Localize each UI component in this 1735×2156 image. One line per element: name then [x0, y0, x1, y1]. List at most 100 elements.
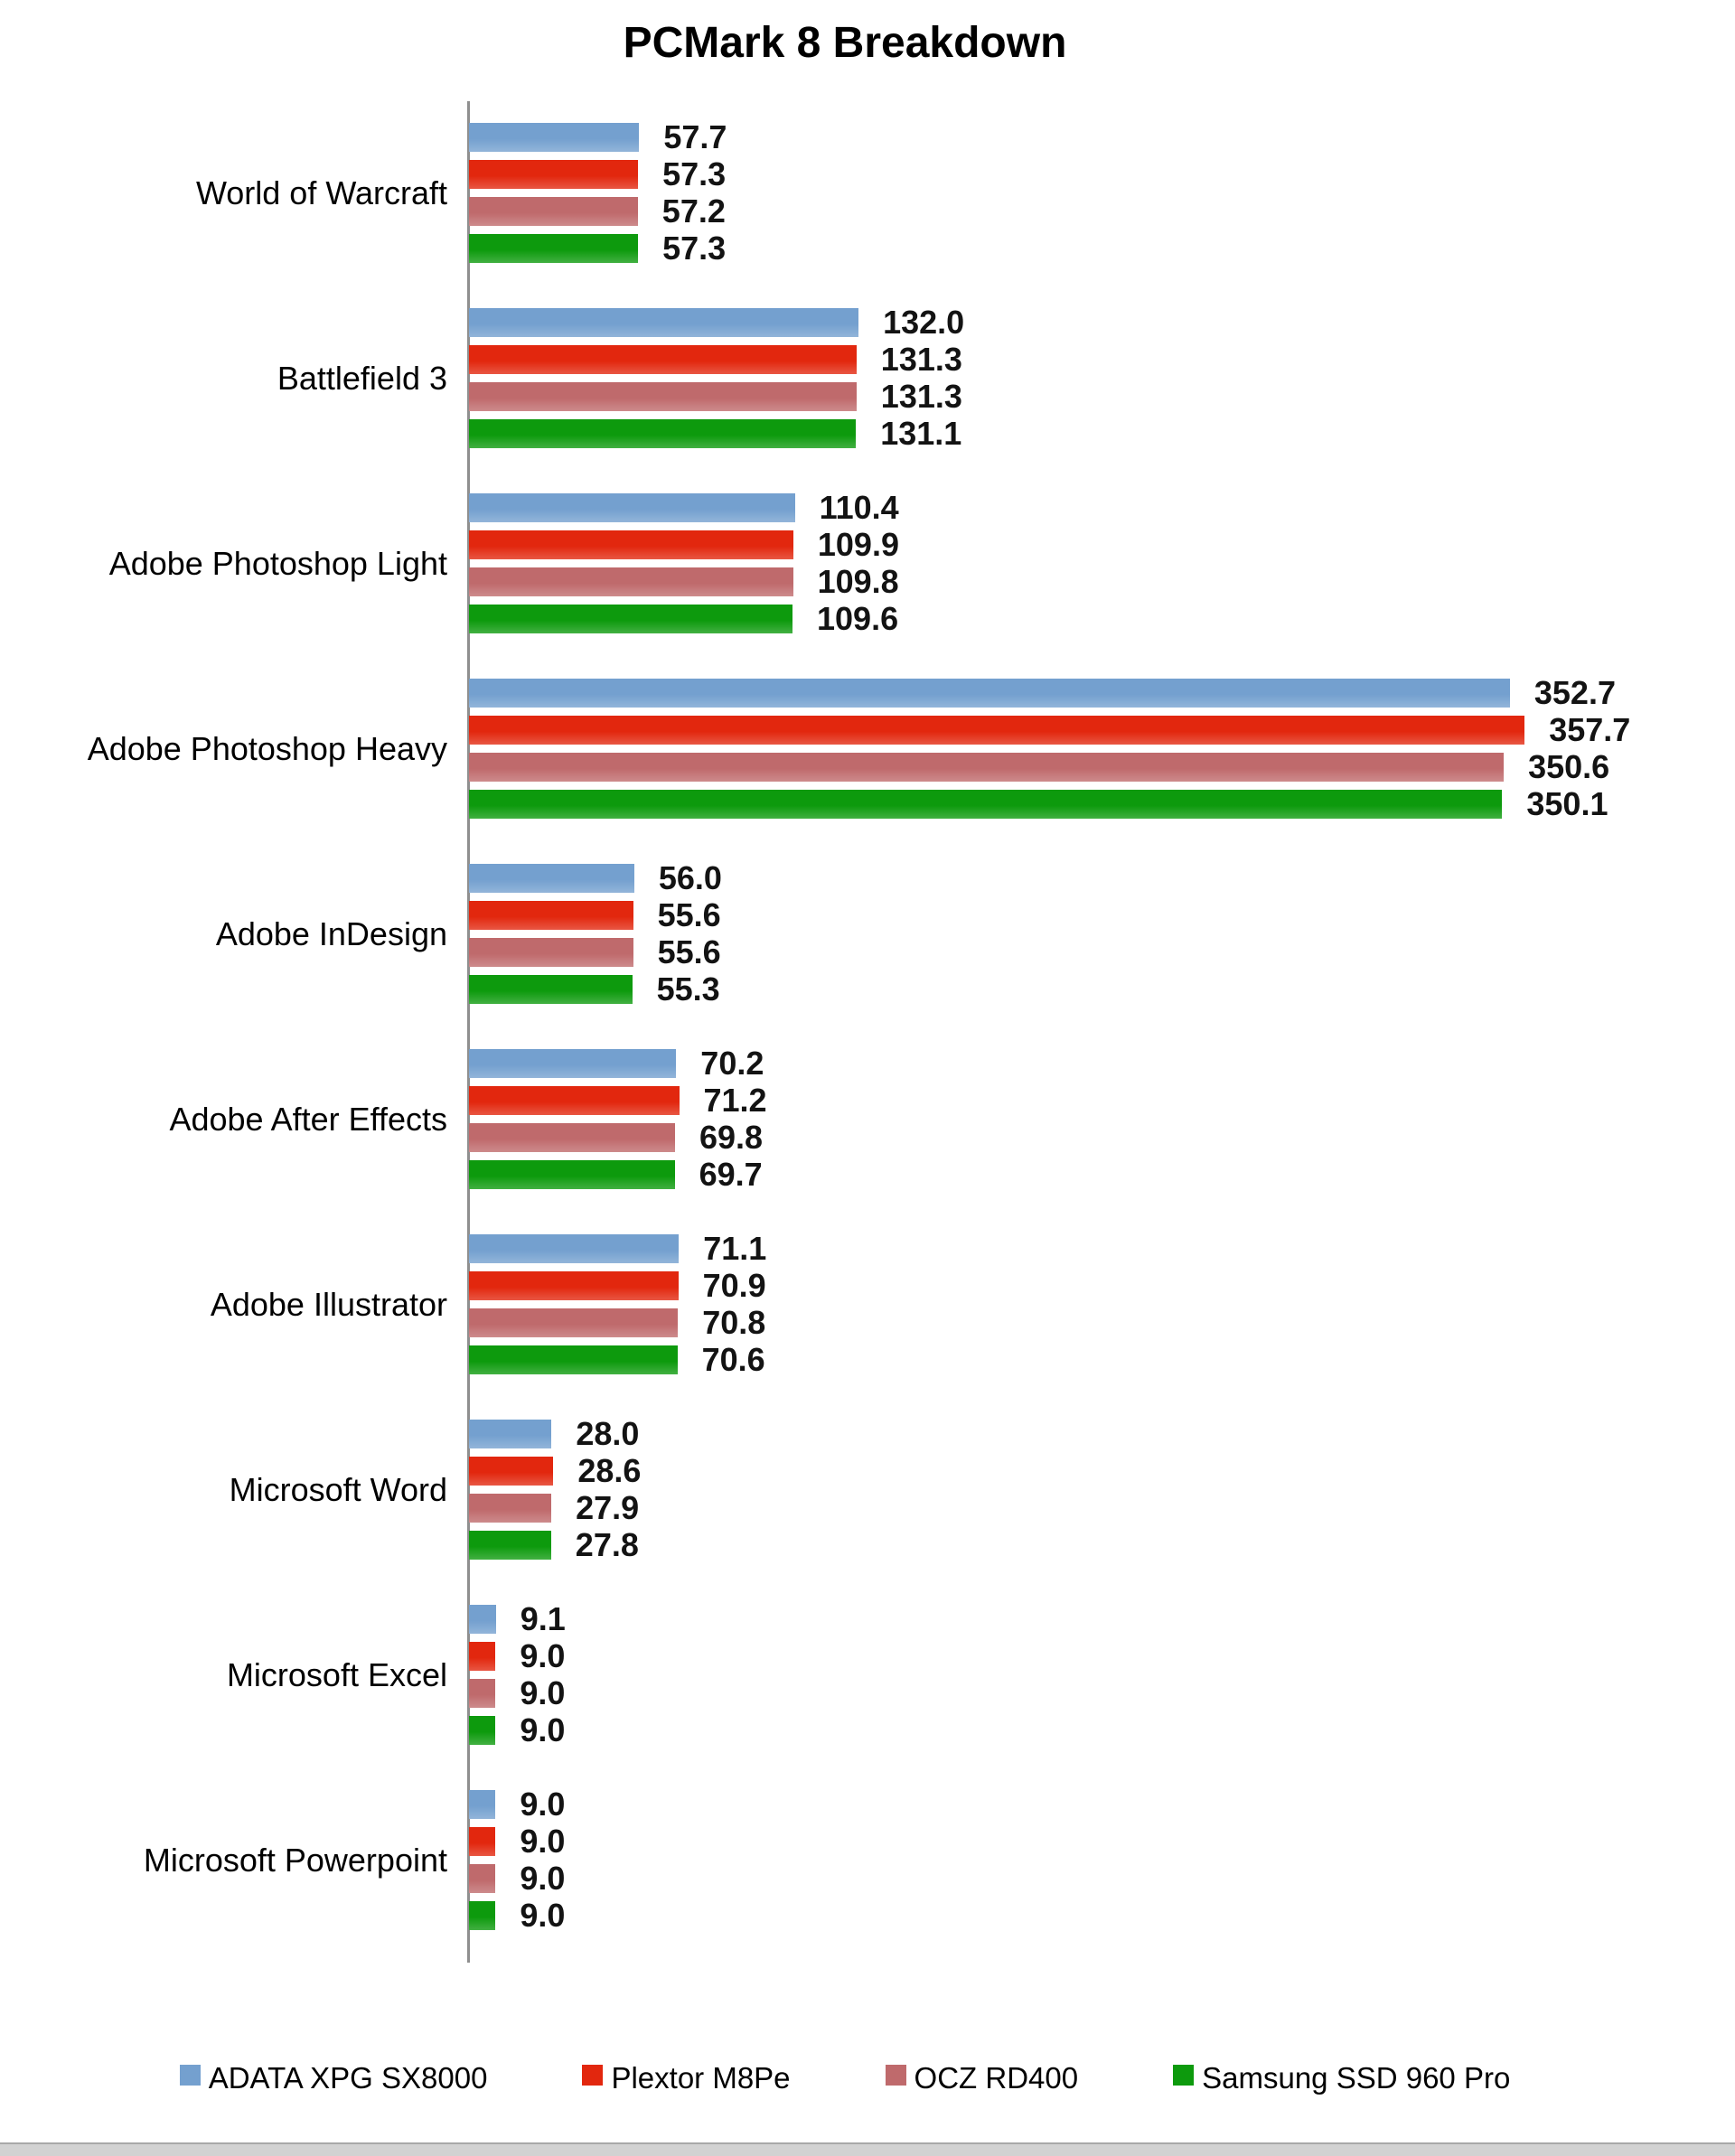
- legend-item-adata: ADATA XPG SX8000: [179, 2061, 488, 2095]
- bar-samsung-ssd-960-pro: [469, 1345, 678, 1374]
- bar-row: 57.3: [469, 155, 727, 192]
- bar-row: 9.0: [469, 1786, 565, 1823]
- legend-item-ocz: OCZ RD400: [885, 2061, 1079, 2095]
- value-label: 57.2: [661, 192, 726, 230]
- legend-label: Plextor M8Pe: [611, 2061, 791, 2095]
- bar-group-microsoft-excel: Microsoft Excel 9.1 9.0 9.0 9.0: [0, 1600, 1630, 1748]
- legend-swatch-green-icon: [1173, 2065, 1195, 2086]
- value-label: 27.9: [576, 1489, 640, 1526]
- value-label: 350.1: [1526, 785, 1608, 822]
- bar-group-microsoft-word: Microsoft Word 28.0 28.6 27.9 27.8: [0, 1415, 1630, 1563]
- bar-row: 9.0: [469, 1637, 566, 1674]
- category-label: Adobe Illustrator: [210, 1285, 447, 1323]
- value-label: 69.7: [699, 1156, 763, 1193]
- bar-cluster: 9.0 9.0 9.0 9.0: [469, 1786, 565, 1934]
- category-label: Adobe Photoshop Heavy: [87, 729, 447, 767]
- bar-row: 70.2: [469, 1045, 767, 1082]
- bar-row: 57.3: [469, 230, 727, 267]
- value-label: 109.6: [817, 600, 899, 637]
- bar-cluster: 71.1 70.9 70.8 70.6: [469, 1230, 766, 1378]
- value-label: 9.0: [520, 1637, 566, 1674]
- bar-row: 56.0: [469, 859, 722, 896]
- bar-row: 110.4: [469, 489, 899, 526]
- bar-row: 28.6: [469, 1452, 641, 1489]
- value-label: 9.0: [520, 1786, 566, 1823]
- value-label: 131.3: [880, 341, 962, 378]
- bar-adata-xpg-sx8000: [469, 1049, 677, 1078]
- bar-row: 357.7: [469, 711, 1630, 748]
- bar-ocz-rd400: [469, 938, 633, 967]
- value-label: 9.0: [520, 1823, 566, 1860]
- value-label: 28.6: [577, 1452, 642, 1489]
- bar-group-adobe-photoshop-light: Adobe Photoshop Light 110.4 109.9 109.8 109.…: [0, 489, 1630, 637]
- bar-cluster: 70.2 71.2 69.8 69.7: [469, 1045, 767, 1193]
- category-label: Adobe Photoshop Light: [108, 544, 447, 582]
- bar-groups: World of Warcraft 57.7 57.3 57.2 57.3 Battlef…: [0, 118, 1631, 1975]
- category-label: World of Warcraft: [195, 173, 447, 211]
- bar-row: 55.6: [469, 896, 722, 933]
- bar-adata-xpg-sx8000: [469, 864, 634, 893]
- bar-cluster: 28.0 28.6 27.9 27.8: [469, 1415, 641, 1563]
- bar-ocz-rd400: [469, 1864, 496, 1893]
- bar-ocz-rd400: [469, 197, 638, 226]
- value-label: 70.2: [700, 1045, 764, 1082]
- bar-group-adobe-indesign: Adobe InDesign 56.0 55.6 55.6 55.3: [0, 859, 1630, 1008]
- bar-ocz-rd400: [469, 1123, 675, 1152]
- bar-row: 9.0: [469, 1823, 565, 1860]
- bar-ocz-rd400: [469, 382, 857, 411]
- category-label: Microsoft Word: [229, 1470, 447, 1508]
- bar-adata-xpg-sx8000: [469, 123, 640, 152]
- bar-row: 9.0: [469, 1711, 566, 1748]
- bar-adata-xpg-sx8000: [469, 679, 1510, 708]
- bar-samsung-ssd-960-pro: [469, 419, 857, 448]
- bar-row: 71.1: [469, 1230, 766, 1267]
- value-label: 131.1: [880, 415, 962, 452]
- bar-row: 57.2: [469, 192, 727, 230]
- bar-row: 132.0: [469, 304, 964, 341]
- bar-adata-xpg-sx8000: [469, 308, 859, 337]
- value-label: 55.6: [657, 896, 721, 933]
- bar-row: 69.7: [469, 1156, 767, 1193]
- bar-ocz-rd400: [469, 1494, 552, 1523]
- bar-row: 109.9: [469, 526, 899, 563]
- value-label: 109.8: [817, 563, 899, 600]
- value-label: 27.8: [575, 1526, 639, 1563]
- bar-group-world-of-warcraft: World of Warcraft 57.7 57.3 57.2 57.3: [0, 118, 1630, 267]
- bar-row: 69.8: [469, 1119, 767, 1156]
- value-label: 357.7: [1549, 711, 1631, 748]
- bar-cluster: 9.1 9.0 9.0 9.0: [469, 1600, 566, 1748]
- bar-row: 9.0: [469, 1674, 566, 1711]
- value-label: 55.6: [657, 933, 721, 970]
- bar-plextor-m8pe: [469, 1457, 554, 1486]
- bar-samsung-ssd-960-pro: [469, 1531, 551, 1560]
- legend-label: OCZ RD400: [914, 2061, 1079, 2095]
- bar-plextor-m8pe: [469, 901, 633, 930]
- bar-row: 350.6: [469, 748, 1630, 785]
- legend-item-samsung: Samsung SSD 960 Pro: [1173, 2061, 1510, 2095]
- bar-row: 131.3: [469, 341, 964, 378]
- bar-samsung-ssd-960-pro: [469, 1901, 496, 1930]
- chart-title: PCMark 8 Breakdown: [623, 19, 1067, 67]
- category-label: Microsoft Powerpoint: [143, 1841, 447, 1879]
- bar-row: 70.8: [469, 1304, 766, 1341]
- value-label: 350.6: [1528, 748, 1610, 785]
- value-label: 57.7: [663, 118, 727, 155]
- bar-row: 28.0: [469, 1415, 641, 1452]
- bar-ocz-rd400: [469, 1308, 679, 1337]
- bar-row: 9.0: [469, 1860, 565, 1897]
- bar-adata-xpg-sx8000: [469, 1234, 680, 1263]
- bar-group-adobe-after-effects: Adobe After Effects 70.2 71.2 69.8 69.7: [0, 1045, 1630, 1193]
- bar-row: 131.3: [469, 378, 964, 415]
- legend-swatch-rose-icon: [885, 2065, 906, 2086]
- value-label: 9.0: [520, 1860, 566, 1897]
- value-label: 69.8: [699, 1119, 764, 1156]
- category-label: Adobe InDesign: [215, 914, 447, 952]
- value-label: 70.9: [702, 1267, 766, 1304]
- value-label: 9.0: [520, 1897, 566, 1934]
- legend-label: ADATA XPG SX8000: [208, 2061, 488, 2095]
- bar-samsung-ssd-960-pro: [469, 605, 792, 633]
- bar-row: 131.1: [469, 415, 964, 452]
- bar-samsung-ssd-960-pro: [469, 1160, 675, 1189]
- bar-cluster: 110.4 109.9 109.8 109.6: [469, 489, 899, 637]
- value-label: 131.3: [880, 378, 962, 415]
